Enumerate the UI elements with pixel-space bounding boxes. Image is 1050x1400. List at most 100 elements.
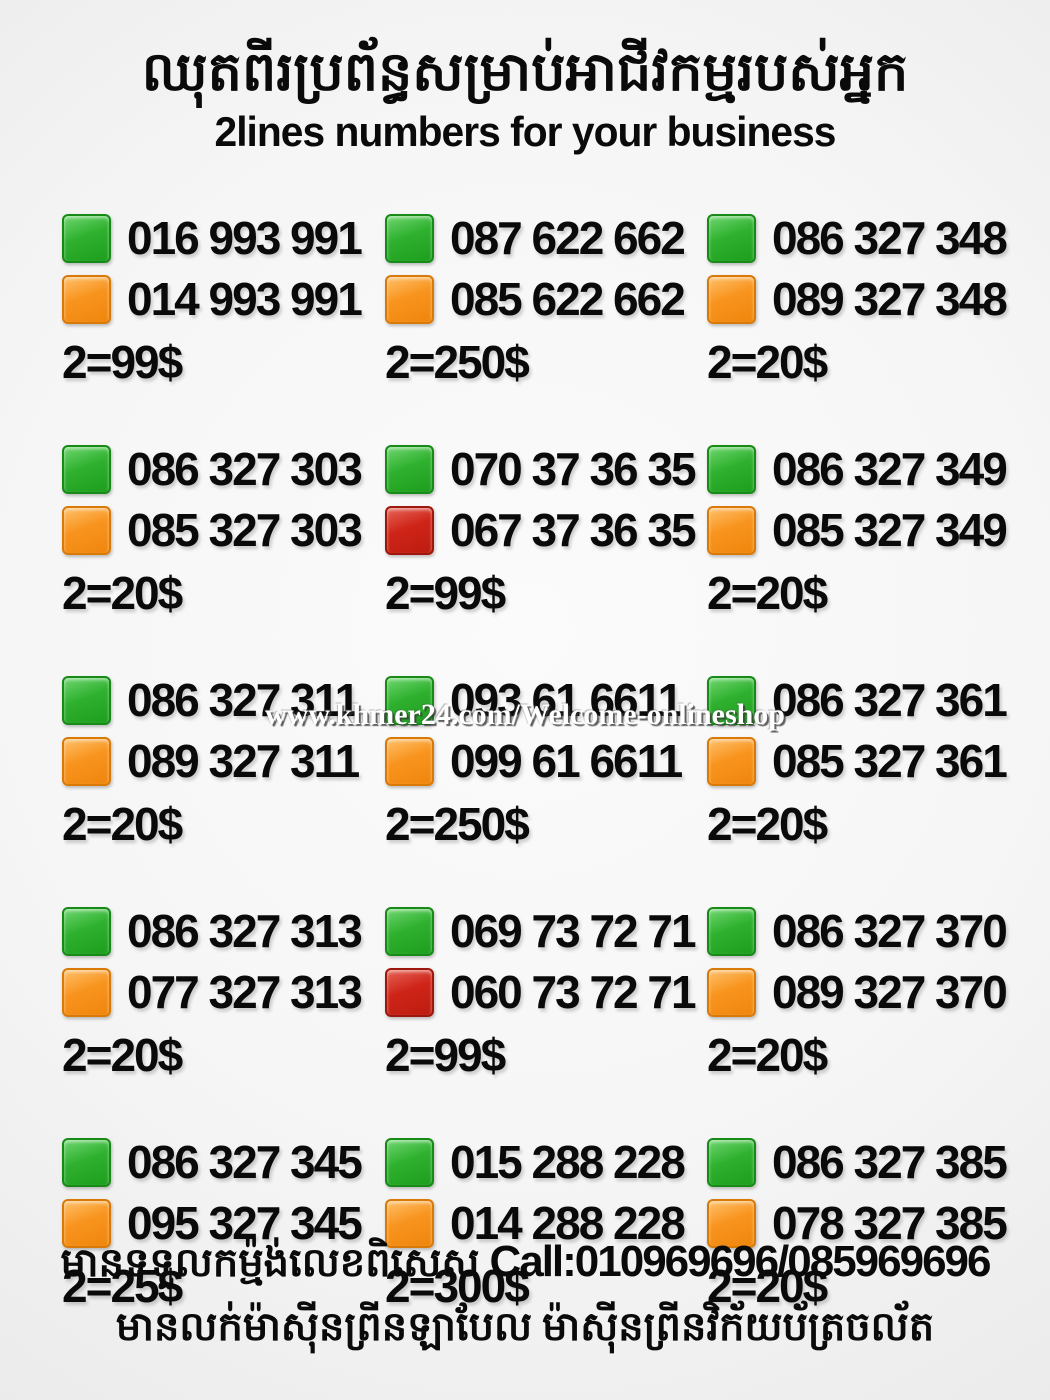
sim-color-square: [62, 213, 111, 263]
number-pair-cell: 086 327 349 085 327 349 2=20$: [707, 442, 1030, 620]
header: ឈុតពីរប្រព័ន្ធសម្រាប់អាជីវកម្មរបស់អ្នក 2…: [0, 0, 1050, 155]
number-line-1: 086 327 361: [707, 673, 1030, 727]
number-line-2: 085 327 361: [707, 734, 1030, 788]
number-line-2: 095 327 345: [62, 1196, 385, 1250]
number-line-2: 089 327 348: [707, 272, 1030, 326]
number-line-2: 060 73 72 71: [385, 965, 707, 1019]
number-line-1: 087 622 662: [385, 211, 707, 265]
footer-call-numbers: Call:010969696/085969696: [489, 1237, 991, 1286]
phone-number: 086 327 348: [772, 212, 1008, 265]
number-pair-cell: 086 327 345 095 327 345 2=25$: [62, 1135, 385, 1313]
number-line-1: 086 327 313: [62, 904, 385, 958]
sim-color-square: [385, 444, 434, 494]
sim-color-square: [62, 274, 111, 324]
price-label: 2=25$: [62, 1260, 183, 1313]
phone-number: 085 622 662: [450, 273, 686, 326]
number-pair-cell: 093 61 6611 099 61 6611 2=250$: [385, 673, 707, 851]
footer-printer-line: មានលក់ម៉ាស៊ីនព្រីនឡាបែល ម៉ាស៊ីនព្រីនវិក័…: [115, 1303, 935, 1349]
phone-number: 086 327 385: [772, 1136, 1008, 1189]
number-pair-cell: 086 327 370 089 327 370 2=20$: [707, 904, 1030, 1082]
price-label: 2=20$: [707, 798, 828, 851]
number-line-1: 015 288 228: [385, 1135, 707, 1189]
number-pair-cell: 086 327 313 077 327 313 2=20$: [62, 904, 385, 1082]
number-line-1: 086 327 303: [62, 442, 385, 496]
phone-number: 085 327 303: [127, 504, 363, 557]
number-line-2: 085 622 662: [385, 272, 707, 326]
number-line-2: 085 327 349: [707, 503, 1030, 557]
sim-color-square: [707, 444, 756, 494]
sim-color-square: [385, 1198, 434, 1248]
phone-number: 060 73 72 71: [450, 966, 697, 1019]
number-line-2: 085 327 303: [62, 503, 385, 557]
page-title-khmer: ឈុតពីរប្រព័ន្ធសម្រាប់អាជីវកម្មរបស់អ្នក: [141, 42, 909, 102]
number-line-1: 069 73 72 71: [385, 904, 707, 958]
sim-color-square: [385, 505, 434, 555]
price-label: 2=250$: [385, 798, 530, 851]
sim-color-square: [707, 1198, 756, 1248]
number-line-2: 099 61 6611: [385, 734, 707, 788]
sim-color-square: [707, 505, 756, 555]
price-label: 2=20$: [707, 1029, 828, 1082]
number-line-1: 086 327 349: [707, 442, 1030, 496]
phone-number: 014 993 991: [127, 273, 363, 326]
number-line-2: 014 288 228: [385, 1196, 707, 1250]
phone-number: 085 327 349: [772, 504, 1008, 557]
khmer24-watermark: www.khmer24.com/Welcome-onlineshop: [265, 698, 785, 731]
price-label: 2=20$: [707, 336, 828, 389]
phone-number: 067 37 36 35: [450, 504, 697, 557]
number-pair-cell: 086 327 385 078 327 385 2=20$: [707, 1135, 1030, 1313]
footer-khmer-text: មានទទួលកម្ម៉ង់លេខពិសេស: [60, 1240, 480, 1285]
footer: មានទទួលកម្ម៉ង់លេខពិសេស Call:010969696/08…: [0, 1236, 1050, 1351]
number-line-2: 089 327 370: [707, 965, 1030, 1019]
sim-color-square: [707, 274, 756, 324]
phone-number: 086 327 370: [772, 905, 1008, 958]
sim-color-square: [707, 736, 756, 786]
sim-color-square: [62, 967, 111, 1017]
number-pair-cell: 070 37 36 35 067 37 36 35 2=99$: [385, 442, 707, 620]
sim-color-square: [707, 675, 756, 725]
sim-color-square: [707, 906, 756, 956]
phone-number: 015 288 228: [450, 1136, 686, 1189]
number-pair-cell: 087 622 662 085 622 662 2=250$: [385, 211, 707, 389]
number-line-1: 016 993 991: [62, 211, 385, 265]
phone-number: 086 327 303: [127, 443, 363, 496]
phone-number: 087 622 662: [450, 212, 686, 265]
phone-number: 070 37 36 35: [450, 443, 697, 496]
price-label: 2=20$: [62, 1029, 183, 1082]
sim-color-square: [707, 213, 756, 263]
number-grid: 016 993 991 014 993 991 2=99$ 087 622 66…: [0, 211, 1050, 1313]
sim-color-square: [385, 967, 434, 1017]
price-label: 2=99$: [385, 567, 506, 620]
sim-color-square: [385, 213, 434, 263]
sim-color-square: [385, 274, 434, 324]
phone-number: 089 327 348: [772, 273, 1008, 326]
number-line-2: 014 993 991: [62, 272, 385, 326]
price-label: 2=20$: [707, 1260, 828, 1313]
number-pair-cell: 086 327 361 085 327 361 2=20$: [707, 673, 1030, 851]
sim-color-square: [62, 736, 111, 786]
number-line-1: 070 37 36 35: [385, 442, 707, 496]
number-line-2: 078 327 385: [707, 1196, 1030, 1250]
sim-color-square: [385, 1137, 434, 1187]
price-label: 2=20$: [62, 567, 183, 620]
sim-color-square: [62, 675, 111, 725]
number-line-1: 093 61 6611: [385, 673, 707, 727]
phone-number: 086 327 361: [772, 674, 1008, 727]
phone-number: 016 993 991: [127, 212, 363, 265]
phone-number: 099 61 6611: [450, 735, 683, 788]
phone-number: 086 327 345: [127, 1136, 363, 1189]
sim-color-square: [385, 906, 434, 956]
phone-number: 086 327 349: [772, 443, 1008, 496]
phone-number: 095 327 345: [127, 1197, 363, 1250]
phone-number: 069 73 72 71: [450, 905, 697, 958]
phone-number: 085 327 361: [772, 735, 1008, 788]
sim-color-square: [62, 444, 111, 494]
number-pair-cell: 069 73 72 71 060 73 72 71 2=99$: [385, 904, 707, 1082]
phone-number: 086 327 313: [127, 905, 363, 958]
phone-number: 014 288 228: [450, 1197, 686, 1250]
phone-number: 077 327 313: [127, 966, 363, 1019]
price-label: 2=300$: [385, 1260, 530, 1313]
sim-color-square: [62, 1137, 111, 1187]
sim-color-square: [385, 736, 434, 786]
